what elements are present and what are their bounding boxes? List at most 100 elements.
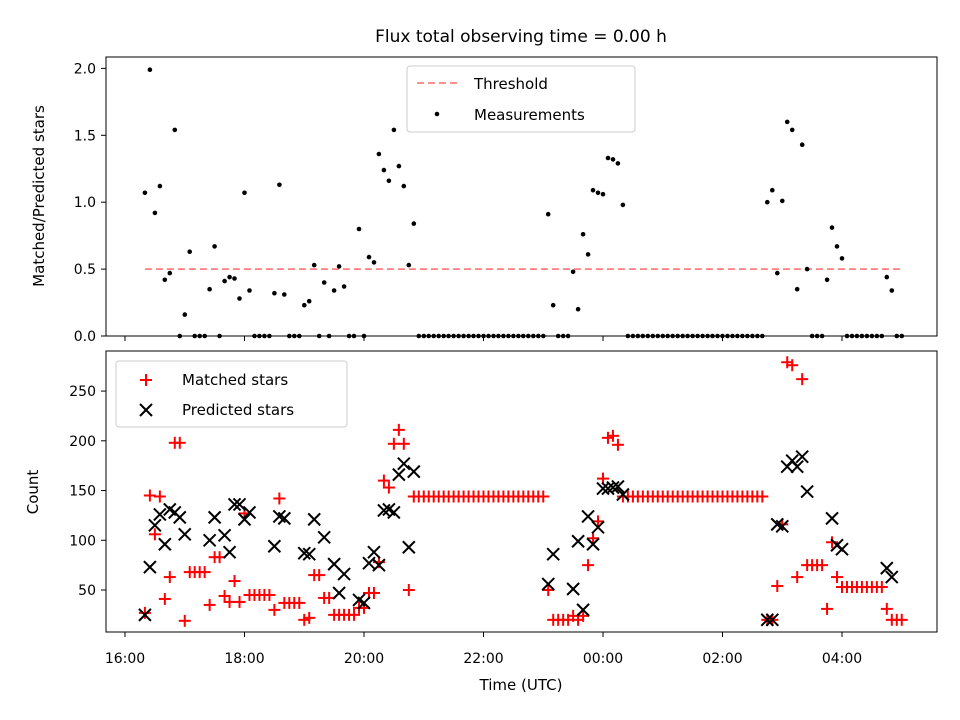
- measurement-point: [311, 262, 317, 268]
- measurement-point: [610, 157, 616, 162]
- matched-star-point: [313, 569, 326, 582]
- measurement-point: [620, 202, 626, 208]
- predicted-star-point: [277, 511, 292, 526]
- predicted-star-point: [795, 450, 809, 464]
- matched-star-point: [178, 614, 191, 627]
- measurement-point: [411, 221, 417, 226]
- matched-star-point: [577, 609, 590, 622]
- measurement-point: [381, 167, 387, 173]
- measurement-point: [839, 256, 845, 261]
- legend-matched-swatch: [140, 374, 152, 386]
- predicted-star-point: [317, 530, 331, 544]
- measurement-point: [237, 296, 242, 301]
- predicted-star-point: [835, 542, 849, 556]
- predicted-stars-layer: [138, 450, 899, 627]
- bottom-x-tick-label: 16:00: [105, 651, 145, 667]
- predicted-star-point: [372, 558, 386, 572]
- predicted-star-point: [586, 537, 600, 551]
- measurement-point: [824, 277, 830, 283]
- legend-matched-label: Matched stars: [182, 371, 288, 389]
- predicted-star-point: [302, 547, 316, 561]
- predicted-star-point: [207, 510, 222, 525]
- measurement-point: [227, 274, 232, 280]
- predicted-star-point: [267, 539, 282, 553]
- predicted-star-point: [237, 512, 252, 527]
- top-y-tick-label: 1.0: [74, 195, 96, 211]
- matched-star-point: [587, 532, 600, 545]
- measurement-point: [247, 288, 252, 293]
- measurement-point: [142, 190, 148, 196]
- top-y-tick-label: 0.5: [74, 262, 96, 278]
- measurement-point: [272, 290, 277, 296]
- predicted-star-point: [402, 540, 416, 554]
- matched-star-point: [153, 490, 166, 503]
- predicted-star-point: [158, 537, 172, 551]
- measurement-point: [152, 210, 158, 216]
- matched-star-point: [203, 598, 216, 611]
- measurement-point: [585, 252, 591, 257]
- measurement-point: [386, 178, 392, 184]
- measurement-point: [780, 198, 785, 204]
- predicted-star-point: [222, 545, 237, 559]
- measurement-point: [277, 182, 282, 188]
- matched-star-point: [303, 611, 316, 624]
- measurement-point: [371, 260, 377, 265]
- predicted-star-point: [173, 510, 187, 525]
- measurement-point: [167, 270, 173, 276]
- measurement-point: [321, 280, 327, 285]
- matched-star-point: [263, 588, 276, 601]
- matched-star-point: [895, 613, 908, 626]
- measurement-point: [157, 183, 163, 189]
- top-panel: Flux total observing time = 0.00 h Match…: [30, 27, 938, 345]
- measurement-point: [799, 142, 805, 147]
- top-plot-frame: [105, 56, 938, 337]
- measurement-point: [282, 292, 287, 297]
- matched-star-point: [348, 608, 361, 621]
- measurement-point: [406, 262, 412, 268]
- measurement-point: [172, 127, 178, 133]
- matched-star-point: [537, 490, 550, 503]
- predicted-star-point: [571, 534, 585, 548]
- top-y-axis-label: Matched/Predicted stars: [30, 105, 48, 287]
- measurement-point: [775, 270, 780, 276]
- bottom-x-tick-label: 04:00: [822, 651, 862, 667]
- measurement-point: [570, 269, 576, 275]
- predicted-star-point: [332, 586, 346, 600]
- matched-star-point: [198, 566, 211, 579]
- legend-predicted-label: Predicted stars: [182, 401, 294, 419]
- bottom-y-ticks: 50 100 150 200 250: [69, 384, 106, 599]
- bottom-x-tick-label: 22:00: [463, 651, 503, 667]
- bottom-y-tick-label: 100: [69, 533, 96, 549]
- matched-star-point: [791, 571, 804, 584]
- matched-star-point: [816, 559, 829, 572]
- predicted-star-point: [397, 456, 411, 471]
- matched-star-point: [831, 571, 844, 584]
- bottom-y-tick-label: 50: [78, 583, 96, 599]
- bottom-y-axis-label: Count: [24, 470, 42, 515]
- measurement-point: [302, 302, 307, 308]
- matched-star-point: [268, 603, 281, 616]
- measurement-point: [545, 211, 551, 217]
- measurement-point: [376, 151, 382, 157]
- measurement-point: [794, 286, 800, 292]
- predicted-star-point: [825, 511, 839, 526]
- matched-star-point: [771, 580, 784, 593]
- measurement-point: [232, 276, 237, 281]
- matched-star-point: [138, 606, 151, 619]
- matched-star-point: [875, 581, 888, 594]
- predicted-star-point: [242, 505, 257, 520]
- measurement-point: [595, 190, 601, 196]
- matched-star-point: [273, 492, 286, 505]
- predicted-star-point: [616, 487, 630, 502]
- measurement-point: [401, 183, 407, 189]
- measurement-point: [242, 190, 247, 196]
- predicted-star-point: [576, 603, 590, 617]
- bottom-y-tick-label: 200: [69, 434, 96, 450]
- legend-predicted-swatch: [139, 403, 153, 417]
- matched-star-point: [158, 592, 171, 605]
- predicted-star-point: [775, 519, 789, 534]
- predicted-star-point: [800, 484, 814, 499]
- predicted-star-point: [148, 518, 162, 533]
- predicted-star-point: [880, 561, 894, 575]
